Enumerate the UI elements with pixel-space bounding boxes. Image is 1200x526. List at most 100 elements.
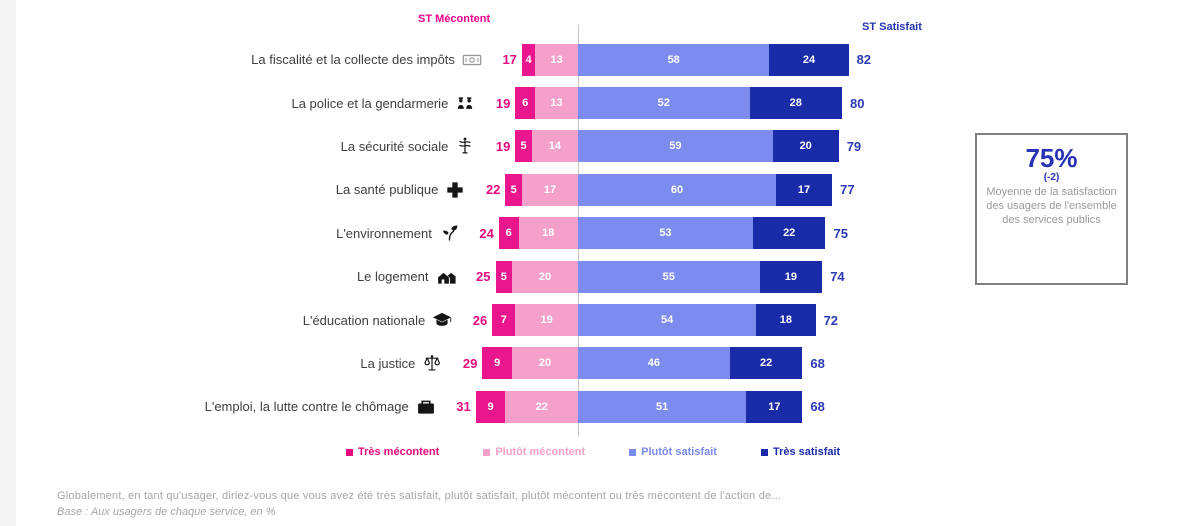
legend-item: Plutôt satisfait (629, 446, 717, 458)
st-mecontent-value: 19 (495, 138, 511, 154)
segment-tres-mecontent: 6 (498, 217, 519, 250)
category-label: La police et la gendarmerie (291, 95, 449, 111)
segment-plutot-satisfait: 51 (578, 390, 747, 423)
legend-item: Plutôt mécontent (483, 446, 585, 458)
legend-label: Plutôt satisfait (641, 446, 717, 458)
segment-tres-satisfait: 17 (746, 390, 803, 423)
legend-label: Très satisfait (772, 446, 841, 458)
segment-tres-mecontent: 5 (495, 260, 512, 293)
segment-plutot-mecontent: 22 (505, 390, 578, 423)
legend-swatch (346, 448, 353, 456)
chart-row: La justice 29 9 20 46 22 68 (0, 342, 1200, 385)
houses-icon (435, 267, 457, 287)
segment-tres-satisfait: 22 (752, 217, 826, 250)
survey-base-note: Base : Aux usagers de chaque service, en… (57, 506, 276, 518)
segment-plutot-satisfait: 59 (578, 130, 773, 163)
st-satisfait-value: 74 (830, 269, 845, 285)
average-caption: Moyenne de la satisfaction des usagers d… (986, 186, 1117, 226)
st-mecontent-value: 26 (472, 312, 488, 328)
segment-plutot-mecontent: 17 (521, 173, 578, 206)
category-label: La santé publique (335, 182, 439, 198)
segment-plutot-mecontent: 18 (518, 217, 578, 250)
segment-tres-mecontent: 5 (505, 173, 522, 206)
st-satisfait-value: 79 (846, 138, 862, 154)
category-label: La fiscalité et la collecte des impôts (251, 52, 455, 68)
segment-tres-mecontent: 7 (492, 304, 516, 337)
segment-tres-mecontent: 5 (515, 130, 532, 163)
legend: Très mécontent Plutôt mécontent Plutôt s… (346, 446, 840, 458)
legend-swatch (629, 448, 637, 456)
segment-tres-mecontent: 9 (475, 390, 506, 423)
st-mecontent-value: 31 (456, 399, 471, 415)
chart-row: La fiscalité et la collecte des impôts 1… (0, 38, 1200, 81)
category-label: L'emploi, la lutte contre le chômage (204, 399, 409, 415)
legend-label: Plutôt mécontent (495, 446, 586, 458)
st-satisfait-value: 68 (810, 355, 825, 371)
graduation-cap-icon (431, 310, 453, 330)
legend-item: Très satisfait (760, 446, 841, 458)
category-label: La justice (360, 355, 416, 371)
segment-plutot-mecontent: 13 (535, 87, 578, 120)
segment-tres-satisfait: 19 (759, 260, 823, 293)
banknote-icon (461, 50, 483, 70)
segment-plutot-mecontent: 20 (512, 260, 578, 293)
st-mecontent-header: ST Mécontent (418, 13, 491, 25)
sprout-icon (438, 223, 460, 243)
scales-icon (421, 353, 443, 373)
st-satisfait-value: 72 (823, 312, 839, 328)
chart-row: Le logement 25 5 20 55 19 74 (0, 255, 1200, 298)
segment-tres-satisfait: 22 (729, 347, 803, 380)
legend-swatch (483, 448, 491, 456)
segment-tres-mecontent: 4 (521, 43, 536, 76)
legend-swatch (760, 448, 768, 456)
caduceus-icon (454, 136, 476, 156)
chart-row: L'éducation nationale 26 7 19 54 18 72 (0, 298, 1200, 341)
segment-tres-satisfait: 18 (756, 304, 816, 337)
chart-row: La police et la gendarmerie 19 6 13 52 2… (0, 81, 1200, 124)
st-mecontent-value: 19 (495, 95, 511, 111)
average-value: 75% (1025, 143, 1078, 173)
segment-tres-mecontent: 9 (482, 347, 512, 380)
survey-question: Globalement, en tant qu'usager, diriez-v… (57, 490, 782, 502)
average-delta: (-2) (1043, 172, 1060, 184)
chart-row: La sécurité sociale 19 5 14 59 20 79 (0, 125, 1200, 168)
average-satisfaction-box: 75% (-2) Moyenne de la satisfaction des … (975, 133, 1128, 285)
segment-tres-satisfait: 17 (776, 173, 833, 206)
segment-plutot-satisfait: 55 (578, 260, 760, 293)
segment-plutot-satisfait: 53 (578, 217, 753, 250)
st-satisfait-value: 68 (810, 399, 825, 415)
segment-tres-satisfait: 28 (749, 87, 842, 120)
st-mecontent-value: 29 (462, 355, 478, 371)
segment-plutot-mecontent: 19 (515, 304, 578, 337)
st-satisfait-header: ST Satisfait (862, 21, 922, 33)
medical-cross-icon (444, 180, 466, 200)
segment-plutot-satisfait: 52 (578, 87, 750, 120)
category-label: Le logement (356, 269, 429, 285)
legend-item: Très mécontent (346, 446, 439, 458)
st-satisfait-value: 82 (856, 52, 872, 68)
briefcase-icon (415, 397, 437, 417)
chart-row: L'emploi, la lutte contre le chômage 31 … (0, 385, 1200, 428)
st-satisfait-value: 75 (833, 225, 848, 241)
chart-row: L'environnement 24 6 18 53 22 75 (0, 212, 1200, 255)
st-mecontent-value: 25 (476, 269, 491, 285)
st-mecontent-value: 17 (502, 52, 517, 68)
category-label: L'environnement (336, 225, 432, 241)
page-margin-strip (0, 0, 16, 526)
segment-plutot-mecontent: 14 (531, 130, 578, 163)
segment-plutot-satisfait: 58 (578, 43, 770, 76)
segment-plutot-satisfait: 54 (578, 304, 757, 337)
segment-tres-satisfait: 20 (772, 130, 839, 163)
segment-plutot-satisfait: 60 (578, 173, 776, 206)
segment-tres-satisfait: 24 (769, 43, 849, 76)
segment-plutot-mecontent: 13 (535, 43, 578, 76)
segment-tres-mecontent: 6 (515, 87, 536, 120)
st-mecontent-value: 22 (485, 182, 501, 198)
category-label: La sécurité sociale (340, 138, 449, 154)
footer: Globalement, en tant qu'usager, diriez-v… (57, 490, 781, 518)
segment-plutot-mecontent: 20 (512, 347, 578, 380)
police-icon (454, 93, 476, 113)
segment-plutot-satisfait: 46 (578, 347, 730, 380)
category-label: L'éducation nationale (302, 312, 426, 328)
